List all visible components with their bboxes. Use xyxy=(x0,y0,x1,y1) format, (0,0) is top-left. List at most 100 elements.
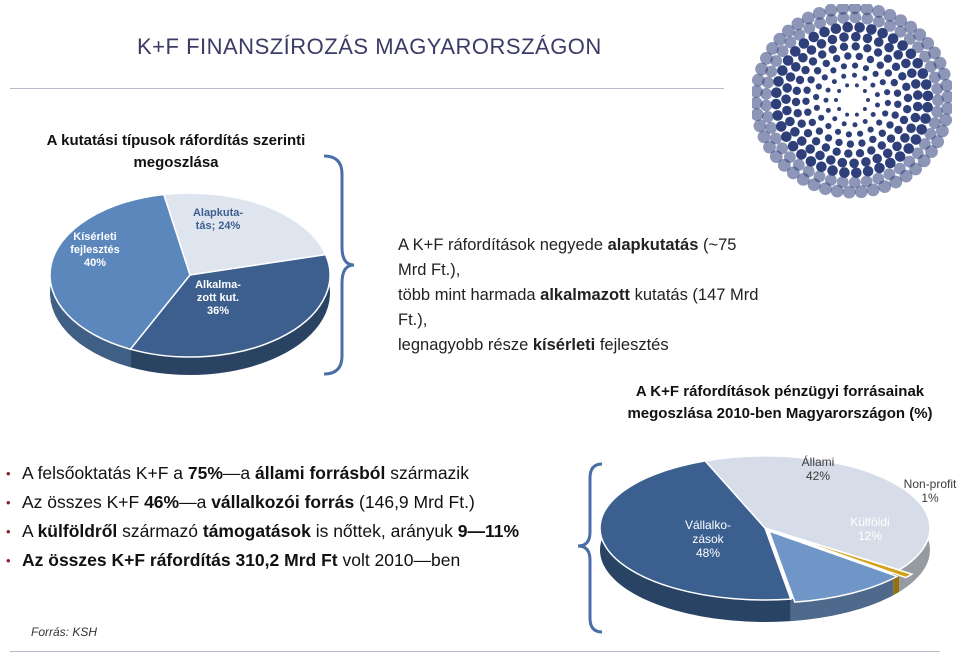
logo-dot xyxy=(796,173,810,186)
logo-dot xyxy=(822,59,830,68)
logo-dot xyxy=(792,86,801,96)
logo-dot xyxy=(801,11,815,25)
logo-dot xyxy=(824,4,838,17)
logo-dot xyxy=(773,32,787,46)
logo-dot xyxy=(790,127,800,137)
logo-dot xyxy=(791,17,805,31)
pie-slice-side xyxy=(600,460,791,622)
logo-dot xyxy=(932,94,944,107)
bullet-item: • Az összes K+F 46%—a vállalkozói forrás … xyxy=(4,488,584,517)
logo-dot xyxy=(837,12,850,24)
logo-dot xyxy=(827,165,838,176)
logo-dot xyxy=(913,28,927,42)
logo-dot xyxy=(798,52,808,63)
logo-dot xyxy=(862,33,873,44)
pie-data-label: Alapkuta-tás; 24% xyxy=(193,207,243,232)
logo-dot xyxy=(922,90,934,102)
pie-data-label: Vállalko-zások 48% xyxy=(685,518,731,560)
bullet-item: • A felsőoktatás K+F a 75%—a állami forrá… xyxy=(4,459,584,488)
logo-dot xyxy=(841,73,847,79)
logo-dot xyxy=(920,113,931,124)
logo-dot xyxy=(894,151,906,162)
logo-dot xyxy=(906,123,916,133)
bullet-text: A felsőoktatás K+F a xyxy=(22,463,188,483)
bullet-item: • Az összes K+F ráfordítás 310,2 Mrd Ft v… xyxy=(4,546,584,575)
logo-dot xyxy=(813,104,820,111)
logo-dot xyxy=(795,75,805,85)
logo-dot xyxy=(903,143,914,154)
logo-dot xyxy=(928,117,941,129)
logo-dot xyxy=(760,51,773,65)
logo-dot xyxy=(921,79,932,90)
logo-dot xyxy=(772,110,783,121)
logo-dot xyxy=(870,112,876,117)
logo-dot xyxy=(791,62,801,72)
desc-line-3: legnagyobb része kísérleti fejlesztés xyxy=(398,336,669,354)
logo-dot xyxy=(834,98,838,102)
logo-dot xyxy=(854,185,868,199)
logo-dot xyxy=(763,140,776,154)
logo-dot xyxy=(771,87,782,98)
key-facts-list: • A felsőoktatás K+F a 75%—a állami forrá… xyxy=(4,459,584,575)
logo-dot xyxy=(753,119,767,133)
logo-dot xyxy=(821,143,831,152)
logo-dot xyxy=(917,68,929,79)
logo-dot xyxy=(899,169,913,183)
logo-dot xyxy=(852,122,858,128)
bullet-text: A xyxy=(22,521,38,541)
bullet-text: is nőttek, arányuk xyxy=(310,521,458,541)
logo-dot xyxy=(832,147,841,156)
pie-slice xyxy=(162,192,327,276)
bullet-text: 9—11% xyxy=(457,521,520,541)
logo-dot xyxy=(807,178,821,192)
logo-dot xyxy=(844,149,853,158)
logo-dot xyxy=(889,175,903,189)
pie-slice xyxy=(129,253,331,358)
logo-dot xyxy=(802,97,810,106)
logo-dot xyxy=(804,108,812,116)
logo-dot xyxy=(813,93,820,101)
logo-dot xyxy=(791,97,801,107)
logo-dot xyxy=(777,158,791,172)
logo-dot xyxy=(922,102,933,113)
logo-dot xyxy=(834,128,842,135)
logo-dot xyxy=(796,149,807,160)
logo-dot xyxy=(884,69,893,77)
logo-dot xyxy=(760,88,773,100)
logo-dot xyxy=(761,111,774,123)
logo-dot xyxy=(842,21,853,33)
pie-data-label: Állami 42% xyxy=(802,454,835,483)
logo-dot xyxy=(854,83,859,88)
slide-title: K+F FINANSZÍROZÁS MAGYARORSZÁGON xyxy=(137,34,602,59)
logo-dot xyxy=(884,20,896,32)
logo-dot xyxy=(845,131,852,138)
logo-dot xyxy=(808,118,816,127)
pie-slice xyxy=(703,455,931,571)
logo-dot xyxy=(862,75,868,81)
logo-dot xyxy=(924,127,937,140)
logo-dot xyxy=(819,26,830,38)
pie-slice xyxy=(49,193,191,351)
logo-dot xyxy=(852,72,857,78)
logo-dot xyxy=(883,8,897,22)
bullet-item: • A külföldről származó támogatások is nő… xyxy=(4,517,584,546)
logo-dot xyxy=(872,153,882,164)
logo-dot xyxy=(854,22,865,33)
logo-dot xyxy=(814,17,826,30)
logo-dot xyxy=(866,24,877,35)
logo-dot xyxy=(844,52,852,60)
logo-dot xyxy=(825,107,831,113)
logo-dot xyxy=(842,185,856,199)
bullet-text: Az összes K+F ráfordítás 310,2 Mrd Ft xyxy=(22,550,338,570)
logo-dot xyxy=(782,105,792,116)
logo-dot xyxy=(912,58,923,69)
logo-dot xyxy=(912,101,923,112)
logo-dot xyxy=(830,67,837,74)
logo-dot xyxy=(872,70,879,77)
footer-divider xyxy=(10,651,940,652)
logo-dot xyxy=(798,38,810,49)
logo-dot xyxy=(921,37,935,50)
logo-dot xyxy=(890,78,898,87)
bullet-text: Az összes K+F xyxy=(22,492,145,512)
logo-dot xyxy=(883,54,893,63)
